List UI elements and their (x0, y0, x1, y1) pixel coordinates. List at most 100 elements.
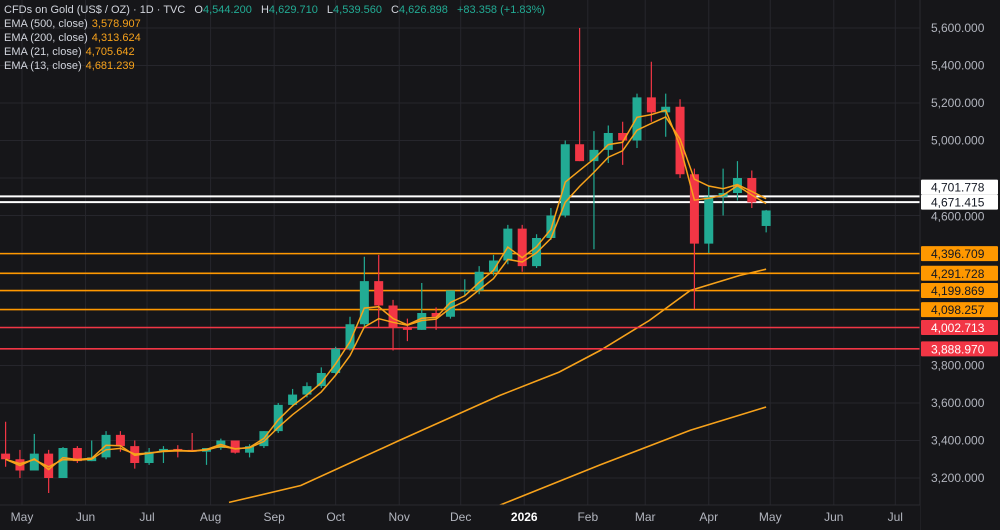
candle-body (646, 97, 656, 113)
candle (589, 131, 599, 250)
time-tick-label: Jun (76, 510, 95, 524)
time-tick-label: Mar (635, 510, 656, 524)
candle-body (288, 394, 298, 405)
time-tick-label: Nov (389, 510, 410, 524)
level-price-badge[interactable] (921, 302, 998, 318)
candle (560, 140, 570, 218)
level-price-badge[interactable] (921, 283, 998, 299)
time-tick-label: May (759, 510, 782, 524)
time-axis[interactable] (0, 505, 920, 530)
candle-body (503, 228, 513, 261)
candle (661, 93, 671, 137)
time-tick-label: May (11, 510, 34, 524)
candle-body (72, 448, 82, 462)
candle (689, 168, 699, 310)
ema-name: EMA (200, close) (4, 32, 88, 44)
price-axis[interactable] (920, 0, 1000, 530)
price-tick-label: 3,800.000 (931, 359, 985, 373)
level-price-badge[interactable] (921, 246, 998, 262)
candle-body (402, 328, 412, 330)
level-price-label: 4,199.869 (931, 284, 985, 298)
level-price-badge[interactable] (921, 194, 998, 210)
candle-body (517, 228, 527, 267)
candle-body (431, 313, 441, 317)
symbol-title[interactable]: CFDs on Gold (US$ / OZ) · 1D · TVC (4, 4, 186, 16)
candle (761, 209, 771, 233)
candle (331, 346, 341, 375)
candle (402, 318, 412, 342)
level-price-label: 4,671.415 (931, 196, 985, 210)
candle-body (460, 290, 470, 292)
level-price-label: 4,098.257 (931, 303, 985, 317)
candle (288, 388, 298, 407)
candle (445, 290, 455, 319)
time-tick-label: Jul (888, 510, 903, 524)
candle-body (445, 290, 455, 317)
ema-name: EMA (500, close) (4, 18, 88, 30)
close-value: 4,626.898 (398, 4, 448, 16)
high-value: 4,629.710 (268, 4, 318, 16)
time-tick-label: Oct (326, 510, 345, 524)
level-price-badge[interactable] (921, 319, 998, 335)
open-value: 4,544.200 (202, 4, 252, 16)
price-tick-label: 5,400.000 (931, 59, 985, 73)
candle-body (388, 305, 398, 328)
low-value: 4,539.560 (333, 4, 382, 16)
candle-body (331, 348, 341, 373)
candle (345, 316, 355, 351)
level-price-label: 4,291.728 (931, 267, 985, 281)
candle-body (44, 453, 54, 478)
candle (618, 121, 628, 165)
candle (144, 448, 154, 465)
candle (732, 161, 742, 201)
level-price-badge[interactable] (921, 341, 998, 357)
time-tick-label: Sep (263, 510, 285, 524)
time-tick-label: Jun (824, 510, 843, 524)
open-label: O (194, 4, 203, 16)
time-tick-label: Jul (139, 510, 154, 524)
candle (546, 208, 556, 240)
level-price-badge[interactable] (921, 179, 998, 195)
candle-body (58, 448, 68, 478)
candle (29, 433, 39, 471)
candle (1, 421, 11, 467)
legend-ema-21[interactable]: EMA (21, close) 4,705.642 (4, 45, 545, 59)
candle (575, 28, 585, 162)
price-tick-label: 3,200.000 (931, 471, 985, 485)
candle-body (345, 324, 355, 349)
candle (646, 61, 656, 122)
ema-value: 4,681.239 (85, 60, 135, 72)
candle-body (632, 97, 642, 141)
candle-body (417, 313, 427, 330)
candle (245, 444, 255, 458)
candle-body (560, 144, 570, 216)
price-tick-label: 5,200.000 (931, 96, 985, 110)
ema-value: 4,313.624 (91, 32, 141, 44)
candle (374, 254, 384, 328)
low-label: L (326, 4, 334, 16)
price-tick-label: 3,600.000 (931, 396, 985, 410)
candle-body (316, 373, 326, 387)
legend-ema-500[interactable]: EMA (500, close) 3,578.907 (4, 17, 545, 31)
time-tick-label: Apr (699, 510, 718, 524)
candle-body (489, 260, 498, 272)
close-label: C (391, 4, 399, 16)
price-tick-label: 5,600.000 (931, 21, 985, 35)
ema-name: EMA (13, close) (4, 60, 82, 72)
legend-ema-200[interactable]: EMA (200, close) 4,313.624 (4, 31, 545, 45)
level-price-badge[interactable] (921, 265, 998, 281)
candle (359, 256, 369, 327)
candle (747, 170, 757, 208)
candle-body (1, 453, 11, 460)
candle (273, 403, 283, 433)
ema-value: 4,705.642 (85, 46, 135, 58)
candle-body (359, 281, 369, 325)
time-tick-label: Aug (200, 510, 221, 524)
legend-ema-13[interactable]: EMA (13, close) 4,681.239 (4, 59, 545, 73)
candle (503, 224, 513, 265)
level-price-label: 4,396.709 (931, 247, 985, 261)
high-label: H (260, 4, 269, 16)
candle-body (761, 210, 771, 226)
candle-body (603, 133, 613, 150)
